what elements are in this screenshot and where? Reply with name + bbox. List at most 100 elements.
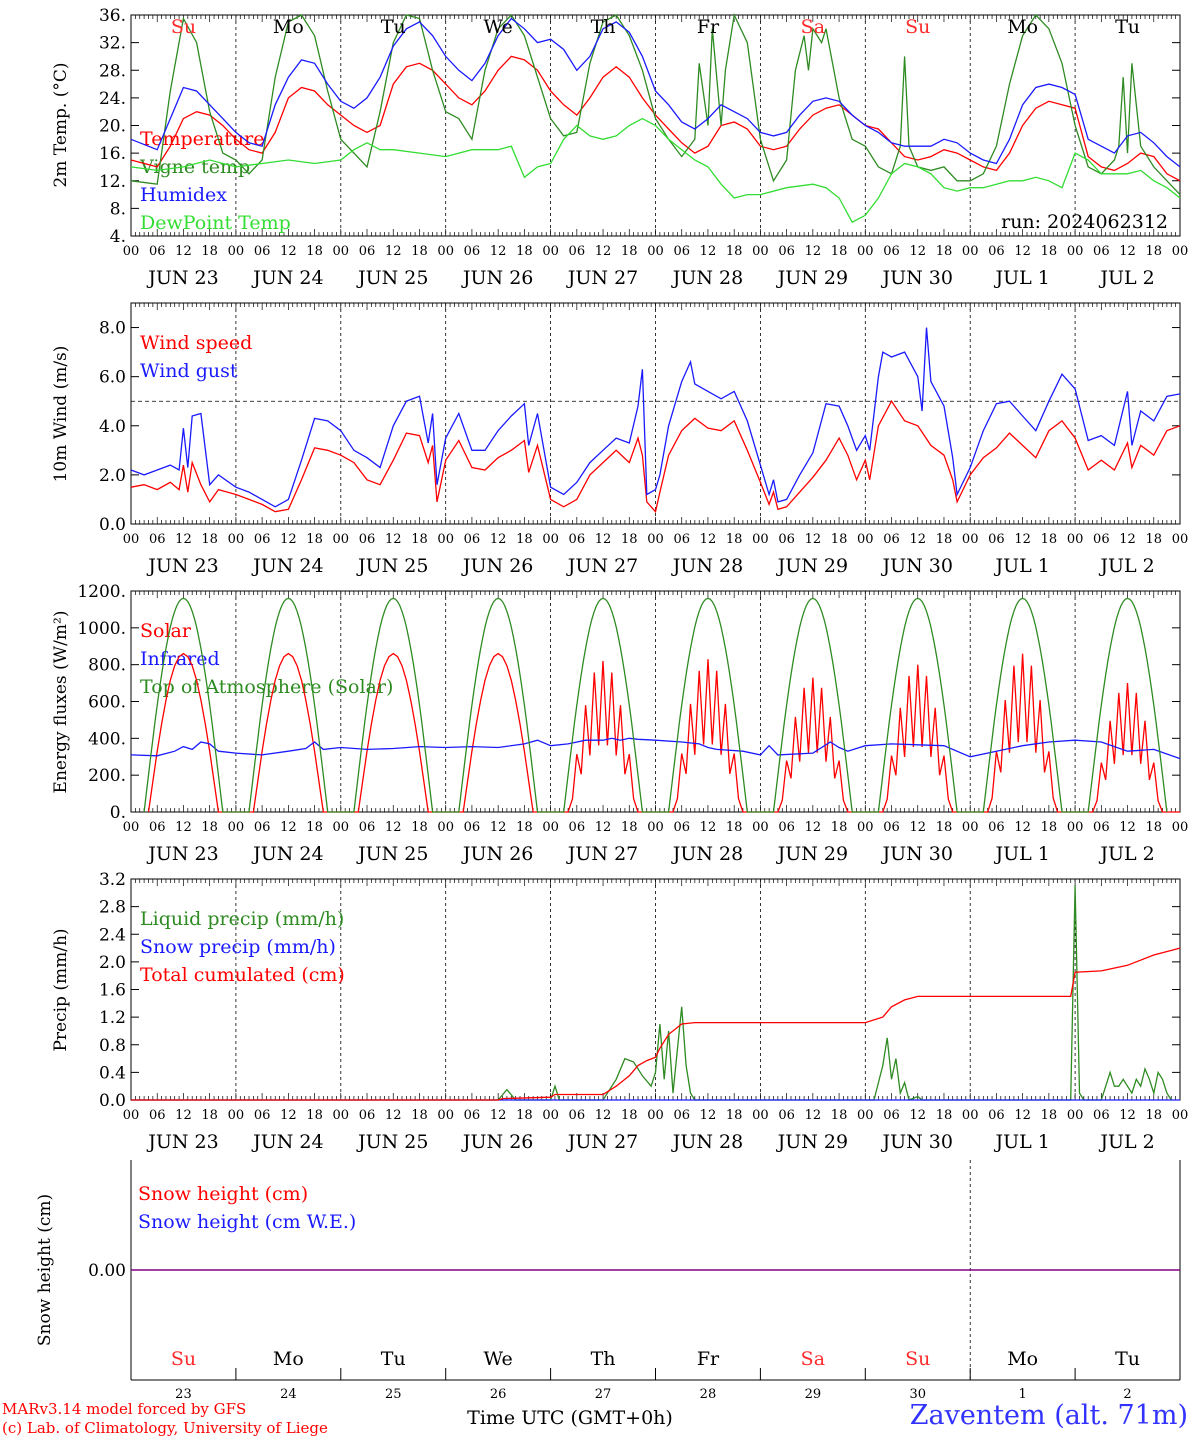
snow-day-number: 2	[1123, 1387, 1131, 1402]
panel-0-hour-label: 00	[1067, 244, 1084, 259]
panel-0-ytick-label: 24.	[99, 89, 126, 109]
snow-day-number: 24	[280, 1387, 297, 1402]
panel-3-hour-label: 06	[883, 1108, 900, 1123]
panel-3-date-label: JUN 23	[146, 1131, 218, 1153]
panel-3-legend-2: Total cumulated (cm)	[140, 964, 345, 986]
panel-2-hour-label: 18	[306, 820, 323, 835]
panel-1-hour-label: 06	[673, 532, 690, 547]
panel-1-hour-label: 18	[516, 532, 533, 547]
panel-0-hour-label: 12	[805, 244, 822, 259]
panel-0-legend-3: DewPoint Temp	[140, 212, 291, 234]
top-day-label: Th	[591, 16, 616, 38]
top-day-label: Sa	[801, 16, 825, 38]
panel-1-hour-label: 06	[1093, 532, 1110, 547]
panel-1-hour-label: 00	[857, 532, 874, 547]
panel-2-hour-label: 06	[359, 820, 376, 835]
panel-0-hour-label: 00	[123, 244, 140, 259]
panel-0-hour-label: 06	[149, 244, 166, 259]
panel-0-date-label: JUN 30	[881, 267, 953, 289]
panel-2-date-label: JUN 28	[671, 843, 743, 865]
panel-0-hour-label: 06	[883, 244, 900, 259]
panel-3-date-label: JUN 25	[356, 1131, 428, 1153]
panel-1-hour-label: 06	[988, 532, 1005, 547]
panel-3-hour-label: 12	[490, 1108, 507, 1123]
panel-2-hour-label: 18	[936, 820, 953, 835]
panel-3-ylabel: Precip (mm/h)	[51, 928, 71, 1051]
panel-3-hour-label: 00	[752, 1108, 769, 1123]
panel-1-date-label: JUN 26	[461, 555, 533, 577]
panel-2-ytick-label: 200.	[88, 766, 126, 786]
snow-legend-0: Snow height (cm)	[138, 1183, 308, 1205]
snow-day-number: 29	[805, 1387, 822, 1402]
panel-1-date-label: JUN 28	[671, 555, 743, 577]
panel-1-hour-label: 06	[778, 532, 795, 547]
panel-3-hour-label: 18	[936, 1108, 953, 1123]
panel-0-hour-label: 00	[1172, 244, 1189, 259]
panel-0-hour-label: 18	[306, 244, 323, 259]
panel-1-hour-label: 00	[123, 532, 140, 547]
panel-2-date-label: JUN 30	[881, 843, 953, 865]
panel-0-hour-label: 12	[175, 244, 192, 259]
panel-2-date-label: JUN 26	[461, 843, 533, 865]
panel-0-legend-1: Vigne temp	[139, 156, 250, 178]
panel-1-hour-label: 12	[595, 532, 612, 547]
panel-2-hour-label: 12	[1119, 820, 1136, 835]
panel-1-hour-label: 18	[201, 532, 218, 547]
panel-1-hour-label: 12	[1119, 532, 1136, 547]
top-day-label: Mo	[273, 16, 304, 38]
panel-3-ytick-label: 3.2	[99, 870, 126, 890]
panel-1-date-label: JUN 24	[251, 555, 323, 577]
panel-3-hour-label: 12	[1014, 1108, 1031, 1123]
panel-2-ytick-label: 400.	[88, 729, 126, 749]
panel-3-hour-label: 12	[909, 1108, 926, 1123]
panel-2-hour-label: 18	[1146, 820, 1163, 835]
panel-0-hour-label: 18	[621, 244, 638, 259]
panel-0-hour-label: 00	[542, 244, 559, 259]
panel-3-hour-label: 00	[542, 1108, 559, 1123]
panel-3-hour-label: 06	[778, 1108, 795, 1123]
panel-3-ytick-label: 0.8	[99, 1036, 126, 1056]
panel-1-date-label: JUL 1	[993, 555, 1049, 577]
snow-day-label: Tu	[381, 1348, 406, 1370]
panel-0-date-label: JUN 25	[356, 267, 428, 289]
panel-2-hour-label: 12	[700, 820, 717, 835]
panel-3-legend-1: Snow precip (mm/h)	[140, 936, 336, 958]
panel-1-hour-label: 12	[280, 532, 297, 547]
panel-3-hour-label: 18	[831, 1108, 848, 1123]
panel-1-hour-label: 00	[962, 532, 979, 547]
panel-1-date-label: JUL 2	[1098, 555, 1154, 577]
panel-2-hour-label: 12	[175, 820, 192, 835]
panel-1-hour-label: 00	[647, 532, 664, 547]
panel-1-hour-label: 06	[883, 532, 900, 547]
panel-1-hour-label: 18	[306, 532, 323, 547]
panel-1-ytick-label: 8.0	[99, 319, 126, 339]
panel-2-hour-label: 00	[962, 820, 979, 835]
panel-2-date-label: JUN 25	[356, 843, 428, 865]
panel-0-hour-label: 12	[280, 244, 297, 259]
panel-3-hour-label: 18	[516, 1108, 533, 1123]
panel-0-ytick-label: 32.	[99, 34, 126, 54]
panel-2-hour-label: 00	[752, 820, 769, 835]
panel-0-hour-label: 06	[254, 244, 271, 259]
top-day-label: Tu	[381, 16, 406, 38]
panel-3-hour-label: 06	[569, 1108, 586, 1123]
panel-1-hour-label: 18	[411, 532, 428, 547]
panel-3-hour-label: 00	[437, 1108, 454, 1123]
panel-3-hour-label: 12	[175, 1108, 192, 1123]
panel-1-series-0	[130, 399, 1181, 514]
panel-1-date-label: JUN 27	[566, 555, 638, 577]
panel-0-date-label: JUN 28	[671, 267, 743, 289]
panel-0-hour-label: 00	[437, 244, 454, 259]
panel-0-series-2	[130, 17, 1181, 168]
panel-3-hour-label: 06	[464, 1108, 481, 1123]
panel-0-series-1	[130, 12, 1181, 196]
panel-1-date-label: JUN 25	[356, 555, 428, 577]
snow-day-number: 1	[1019, 1387, 1027, 1402]
snow-ytick-label: 0.00	[88, 1261, 126, 1281]
panel-0-hour-label: 12	[909, 244, 926, 259]
panel-2-ytick-label: 800.	[88, 656, 126, 676]
snow-day-number: 23	[175, 1387, 192, 1402]
panel-2-hour-label: 00	[647, 820, 664, 835]
panel-3-hour-label: 06	[988, 1108, 1005, 1123]
panel-2-hour-label: 12	[805, 820, 822, 835]
